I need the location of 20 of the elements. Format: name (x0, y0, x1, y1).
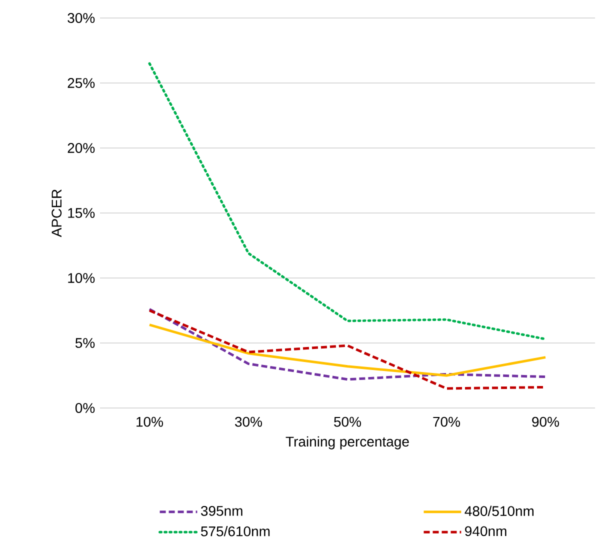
y-tick-label: 15% (68, 208, 95, 218)
x-tick-label: 90% (532, 416, 560, 427)
legend-label: 480/510nm (464, 506, 534, 516)
legend-label: 395nm (200, 506, 242, 516)
legend-label: 575/610nm (201, 526, 270, 536)
x-tick-label: 10% (136, 416, 164, 427)
line-series (148, 324, 547, 377)
x-tick-label: 30% (235, 416, 262, 427)
y-tick-label: 25% (68, 78, 95, 88)
x-axis-title: Training percentage (286, 436, 409, 450)
y-tick-label: 5% (75, 338, 95, 348)
line-series (148, 62, 547, 340)
x-tick-label: 50% (334, 416, 362, 427)
legend-label: 940nm (465, 526, 506, 536)
y-tick-label: 20% (68, 143, 95, 153)
y-tick-label: 30% (68, 13, 95, 23)
x-tick-label: 70% (433, 416, 460, 427)
y-axis-title: APCER (52, 190, 62, 238)
y-tick-label: 0% (75, 403, 95, 413)
y-tick-label: 10% (68, 273, 95, 283)
